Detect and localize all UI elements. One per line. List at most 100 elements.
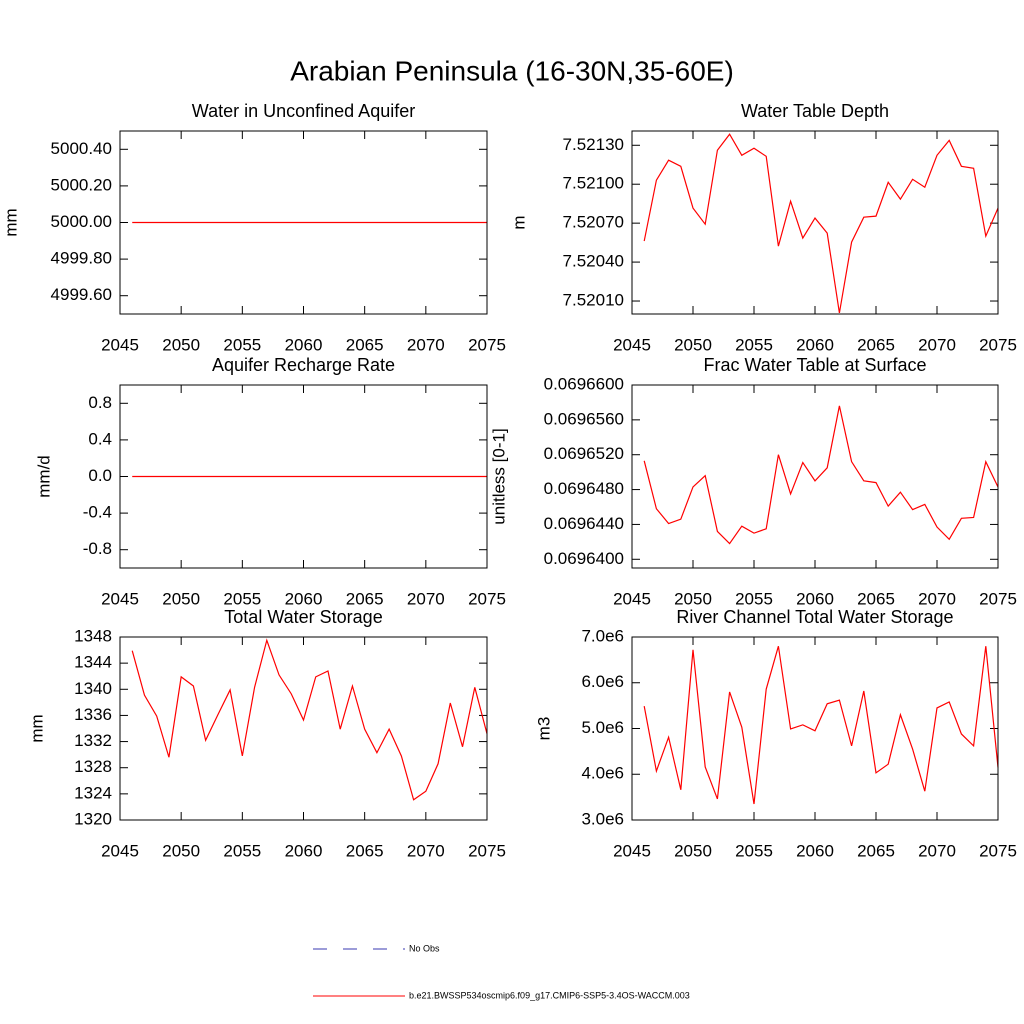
x-tick-label: 2065 xyxy=(857,335,895,354)
panel-title: Aquifer Recharge Rate xyxy=(212,355,395,375)
y-tick-label: 0.0696600 xyxy=(544,374,624,393)
panel-title: Water in Unconfined Aquifer xyxy=(192,101,415,121)
x-tick-label: 2070 xyxy=(918,589,956,608)
data-line xyxy=(643,405,999,545)
x-tick-label: 2070 xyxy=(918,841,956,860)
x-tick-label: 2070 xyxy=(918,335,956,354)
x-tick-label: 2055 xyxy=(735,841,773,860)
y-tick-label: 7.52100 xyxy=(563,174,624,193)
y-axis-label: mm xyxy=(1,208,20,236)
x-tick-label: 2075 xyxy=(979,589,1017,608)
y-tick-label: 1332 xyxy=(74,731,112,750)
x-tick-label: 2070 xyxy=(407,589,445,608)
y-tick-label: 4.0e6 xyxy=(581,764,624,783)
panel: Frac Water Table at Surface unitless [0-1… xyxy=(489,355,1016,609)
plot-frame xyxy=(631,384,999,569)
y-tick-label: 1340 xyxy=(74,679,112,698)
panel: Water Table Depth m 2045 2050 2055 2060 2065 20… xyxy=(509,101,1016,355)
legend-label: b.e21.BWSSP534oscmip6.f09_g17.CMIP6-SSP5… xyxy=(409,990,690,1000)
data-line xyxy=(643,133,999,314)
data-line xyxy=(643,645,999,805)
x-tick-label: 2075 xyxy=(979,841,1017,860)
y-tick-label: 1320 xyxy=(74,809,112,828)
x-tick-label: 2055 xyxy=(735,335,773,354)
x-tick-label: 2055 xyxy=(223,841,261,860)
x-tick-label: 2050 xyxy=(674,589,712,608)
y-tick-label: 0.4 xyxy=(88,429,112,448)
y-axis-label: m xyxy=(509,215,528,229)
x-tick-label: 2050 xyxy=(162,335,200,354)
x-tick-label: 2050 xyxy=(674,841,712,860)
plot-frame xyxy=(631,636,999,821)
x-tick-label: 2065 xyxy=(857,841,895,860)
x-tick-label: 2045 xyxy=(613,335,651,354)
y-tick-label: 5.0e6 xyxy=(581,718,624,737)
y-tick-label: 7.0e6 xyxy=(581,626,624,645)
y-tick-label: 7.52010 xyxy=(563,291,624,310)
y-axis-label: mm xyxy=(27,714,46,742)
x-tick-label: 2075 xyxy=(979,335,1017,354)
y-tick-label: 1344 xyxy=(74,653,112,672)
y-tick-label: 7.52040 xyxy=(563,252,624,271)
figure-title: Arabian Peninsula (16-30N,35-60E) xyxy=(290,55,734,86)
x-tick-label: 2060 xyxy=(285,335,323,354)
y-tick-label: 5000.00 xyxy=(51,212,112,231)
y-axis-label: unitless [0-1] xyxy=(489,428,508,524)
x-tick-label: 2050 xyxy=(162,841,200,860)
x-tick-label: 2055 xyxy=(223,335,261,354)
y-tick-label: 6.0e6 xyxy=(581,672,624,691)
panel-title: Frac Water Table at Surface xyxy=(703,355,926,375)
legend-label: No Obs xyxy=(409,943,440,953)
data-line xyxy=(131,638,488,801)
y-tick-label: 4999.60 xyxy=(51,285,112,304)
y-tick-label: 5000.40 xyxy=(51,139,112,158)
panel: Total Water Storage mm 2045 2050 2055 2060 206… xyxy=(27,607,505,861)
plot-frame xyxy=(119,636,488,821)
x-tick-label: 2070 xyxy=(407,335,445,354)
y-tick-label: 0.0696480 xyxy=(544,479,624,498)
panel: River Channel Total Water Storage m3 2045 2… xyxy=(534,607,1016,861)
x-tick-label: 2060 xyxy=(285,589,323,608)
x-tick-label: 2065 xyxy=(346,841,384,860)
panel-title: River Channel Total Water Storage xyxy=(676,607,953,627)
panel-title: Water Table Depth xyxy=(741,101,889,121)
y-tick-label: 7.52070 xyxy=(563,213,624,232)
y-tick-label: 4999.80 xyxy=(51,249,112,268)
panel: Water in Unconfined Aquifer mm 2045 2050 205… xyxy=(1,101,505,355)
x-tick-label: 2045 xyxy=(613,589,651,608)
plot-frame xyxy=(119,384,488,569)
y-tick-label: 0.0696520 xyxy=(544,444,624,463)
y-tick-label: 0.0696400 xyxy=(544,549,624,568)
plot-frame xyxy=(119,130,488,315)
x-tick-label: 2065 xyxy=(346,589,384,608)
x-tick-label: 2050 xyxy=(674,335,712,354)
y-tick-label: 1348 xyxy=(74,626,112,645)
panel-title: Total Water Storage xyxy=(224,607,382,627)
x-tick-label: 2075 xyxy=(468,841,506,860)
x-tick-label: 2075 xyxy=(468,589,506,608)
x-tick-label: 2065 xyxy=(857,589,895,608)
x-tick-label: 2060 xyxy=(285,841,323,860)
y-tick-label: 1328 xyxy=(74,757,112,776)
x-tick-label: 2070 xyxy=(407,841,445,860)
y-tick-label: -0.4 xyxy=(83,503,112,522)
y-tick-label: 1324 xyxy=(74,783,112,802)
x-tick-label: 2060 xyxy=(796,335,834,354)
x-tick-label: 2050 xyxy=(162,589,200,608)
y-tick-label: 0.0696440 xyxy=(544,514,624,533)
plot-frame xyxy=(631,130,999,315)
x-tick-label: 2060 xyxy=(796,841,834,860)
x-tick-label: 2045 xyxy=(101,589,139,608)
x-tick-label: 2055 xyxy=(735,589,773,608)
y-tick-label: 1336 xyxy=(74,705,112,724)
x-tick-label: 2045 xyxy=(101,841,139,860)
x-tick-label: 2075 xyxy=(468,335,506,354)
x-tick-label: 2060 xyxy=(796,589,834,608)
y-axis-label: m3 xyxy=(534,717,553,741)
y-tick-label: 0.0 xyxy=(88,466,112,485)
y-tick-label: -0.8 xyxy=(83,539,112,558)
x-tick-label: 2055 xyxy=(223,589,261,608)
x-tick-label: 2045 xyxy=(613,841,651,860)
y-axis-label: mm/d xyxy=(34,455,53,498)
